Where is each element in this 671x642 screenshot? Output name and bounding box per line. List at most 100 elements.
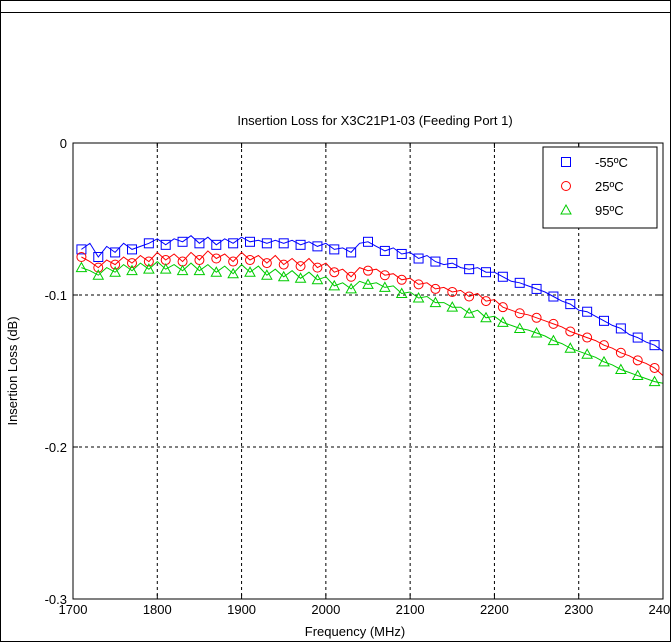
data-point-marker bbox=[278, 238, 289, 249]
data-point-marker bbox=[329, 244, 340, 255]
data-point-marker bbox=[244, 266, 256, 277]
data-point-marker bbox=[430, 256, 441, 267]
data-point-marker bbox=[143, 256, 154, 267]
data-point-marker bbox=[531, 283, 542, 294]
data-point-marker bbox=[295, 239, 306, 250]
data-point-marker bbox=[463, 307, 475, 318]
data-point-marker bbox=[363, 265, 373, 276]
data-point-marker bbox=[160, 239, 171, 250]
data-point-marker bbox=[446, 301, 459, 312]
data-point-marker bbox=[295, 261, 306, 272]
legend-label: 25ºC bbox=[595, 179, 624, 194]
data-point-marker bbox=[497, 316, 509, 327]
data-point-marker bbox=[548, 291, 559, 302]
y-tick-label: -0.1 bbox=[45, 288, 67, 303]
data-point-marker bbox=[481, 296, 491, 307]
data-point-marker bbox=[648, 375, 661, 387]
data-point-marker bbox=[581, 348, 593, 359]
data-point-marker bbox=[193, 264, 206, 276]
data-point-marker bbox=[329, 267, 340, 278]
axis-ticks bbox=[72, 142, 664, 600]
data-point-marker bbox=[312, 241, 323, 252]
data-point-marker bbox=[363, 236, 373, 247]
data-point-marker bbox=[430, 283, 441, 294]
data-point-marker bbox=[649, 340, 660, 351]
legend-marker bbox=[560, 203, 572, 215]
data-point-marker bbox=[598, 355, 610, 367]
data-point-marker bbox=[75, 261, 88, 273]
data-point-marker bbox=[228, 238, 239, 249]
data-point-marker bbox=[395, 287, 408, 298]
data-point-marker bbox=[649, 362, 660, 373]
data-point-marker bbox=[177, 236, 188, 247]
data-point-marker bbox=[127, 258, 137, 269]
data-point-marker bbox=[582, 332, 593, 343]
data-point-marker bbox=[92, 269, 105, 280]
data-point-marker bbox=[632, 355, 643, 366]
data-point-marker bbox=[615, 363, 627, 374]
data-point-marker bbox=[312, 262, 323, 273]
data-point-marker bbox=[211, 239, 222, 250]
data-point-marker bbox=[346, 271, 357, 282]
grid-lines bbox=[73, 143, 663, 599]
data-point-marker bbox=[76, 244, 87, 255]
data-point-marker bbox=[194, 255, 205, 266]
data-point-marker bbox=[143, 263, 155, 274]
data-point-marker bbox=[261, 258, 272, 269]
data-point-marker bbox=[632, 332, 643, 343]
legend-marker bbox=[561, 181, 571, 191]
data-point-marker bbox=[346, 247, 357, 258]
data-point-marker bbox=[564, 342, 577, 353]
legend-label: -55ºC bbox=[595, 155, 628, 170]
data-point-marker bbox=[211, 253, 222, 264]
data-point-marker bbox=[143, 238, 154, 249]
data-point-marker bbox=[464, 264, 475, 275]
series-3 bbox=[75, 260, 664, 387]
data-point-marker bbox=[413, 279, 424, 290]
y-tick-label: -0.2 bbox=[45, 440, 67, 455]
data-point-marker bbox=[599, 315, 609, 326]
data-point-marker bbox=[447, 258, 458, 269]
x-tick-label: 1700 bbox=[59, 602, 88, 617]
data-point-marker bbox=[245, 255, 255, 266]
x-tick-label: 1800 bbox=[143, 602, 172, 617]
data-point-marker bbox=[396, 248, 407, 259]
data-point-marker bbox=[159, 263, 172, 274]
data-point-marker bbox=[396, 274, 407, 285]
data-point-marker bbox=[311, 273, 324, 285]
data-point-marker bbox=[328, 279, 341, 291]
data-point-marker bbox=[447, 286, 458, 297]
data-point-marker bbox=[379, 270, 390, 281]
data-point-marker bbox=[547, 334, 560, 346]
plot-area-border bbox=[72, 142, 664, 600]
y-tick-label: 0 bbox=[60, 136, 67, 151]
data-point-marker bbox=[565, 299, 576, 310]
data-point-marker bbox=[497, 302, 508, 313]
data-point-marker bbox=[481, 267, 491, 278]
data-point-marker bbox=[210, 266, 223, 277]
data-point-marker bbox=[599, 340, 609, 351]
data-point-marker bbox=[530, 326, 543, 338]
x-axis-label: Frequency (MHz) bbox=[305, 624, 405, 639]
data-point-marker bbox=[412, 292, 425, 303]
legend-marker bbox=[561, 157, 571, 167]
data-point-marker bbox=[379, 281, 391, 292]
data-point-marker bbox=[565, 326, 576, 337]
legend: -55ºC 25ºC 95ºC bbox=[542, 146, 658, 229]
data-point-marker bbox=[514, 308, 525, 319]
data-point-marker bbox=[76, 252, 87, 262]
x-tick-label: 2000 bbox=[311, 602, 340, 617]
data-point-marker bbox=[615, 347, 626, 358]
data-point-marker bbox=[176, 264, 189, 276]
data-point-marker bbox=[109, 266, 121, 277]
data-point-marker bbox=[362, 278, 374, 289]
data-point-marker bbox=[429, 296, 442, 308]
data-point-marker bbox=[227, 267, 239, 279]
x-tick-label: 2100 bbox=[396, 602, 425, 617]
data-point-marker bbox=[514, 277, 525, 288]
y-tick-label: -0.3 bbox=[45, 592, 67, 607]
data-point-marker bbox=[531, 312, 542, 323]
data-point-marker bbox=[245, 236, 255, 247]
data-point-marker bbox=[294, 272, 307, 283]
